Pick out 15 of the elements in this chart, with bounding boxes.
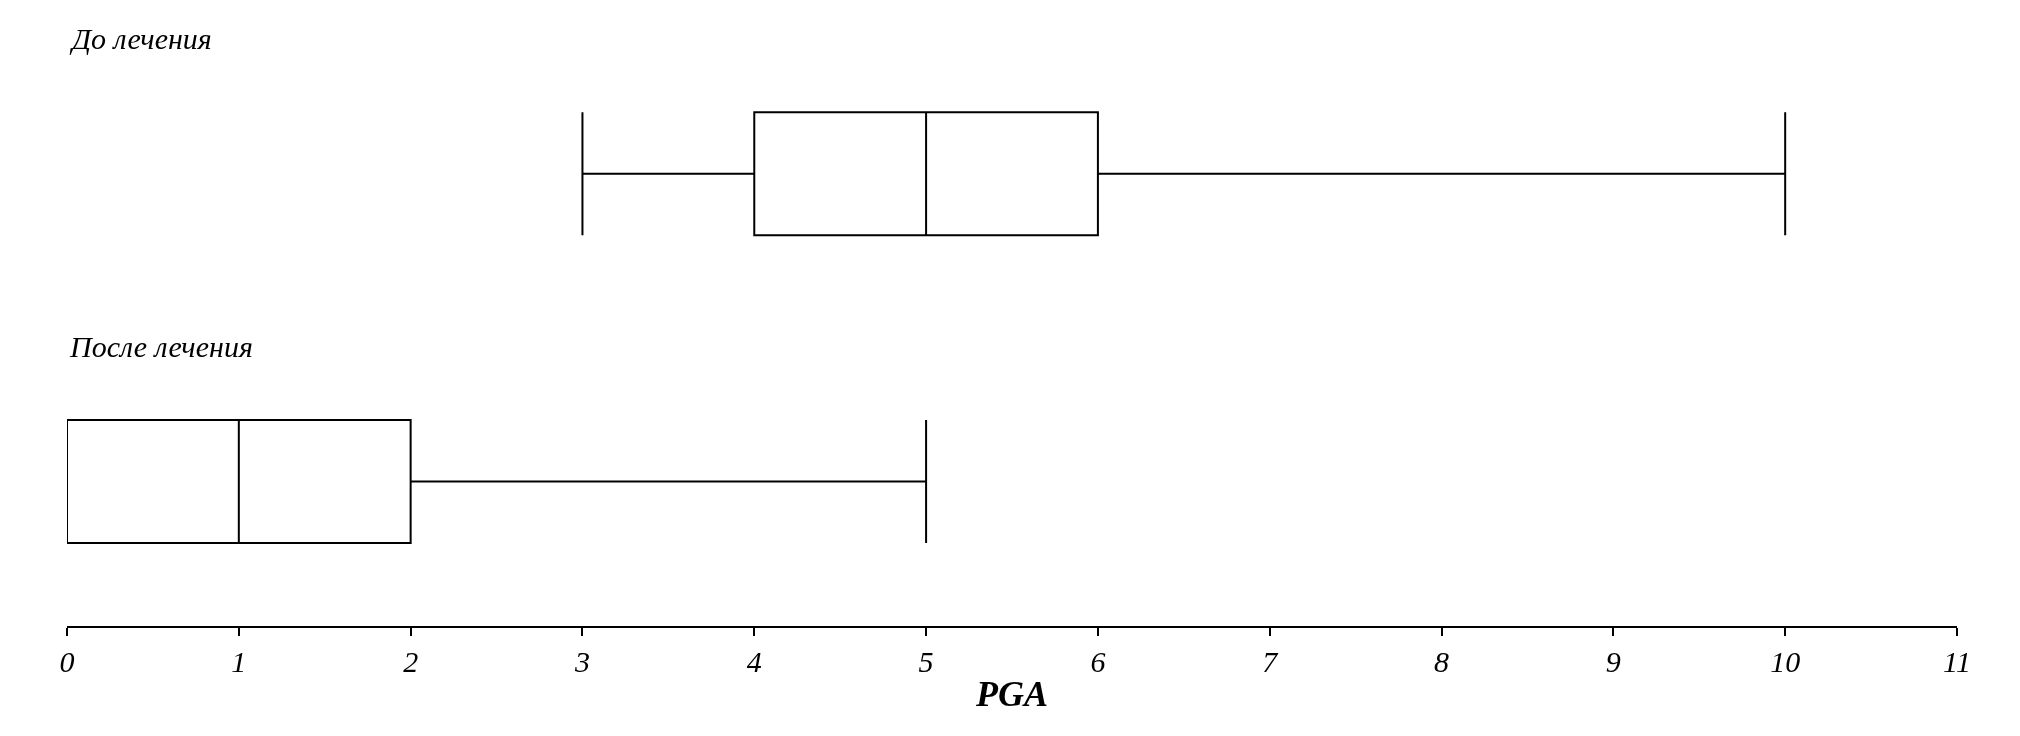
x-tick-label: 4 (746, 645, 762, 678)
y-tick-label: После лечения (69, 330, 253, 363)
x-tick-label: 11 (1943, 645, 1971, 678)
x-tick-label: 0 (59, 645, 75, 678)
x-tick-label: 5 (918, 645, 934, 678)
y-tick-label: До лечения (69, 22, 212, 55)
x-tick-label: 6 (1090, 645, 1106, 678)
x-tick-label: 3 (573, 645, 590, 678)
x-tick-label: 2 (403, 645, 419, 678)
x-tick-label: 8 (1434, 645, 1450, 678)
x-axis-title: PGA (975, 674, 1048, 715)
x-tick-label: 7 (1262, 645, 1280, 678)
x-tick-label: 10 (1770, 645, 1801, 678)
x-tick-label: 1 (231, 645, 247, 678)
x-tick-label: 9 (1605, 645, 1621, 678)
